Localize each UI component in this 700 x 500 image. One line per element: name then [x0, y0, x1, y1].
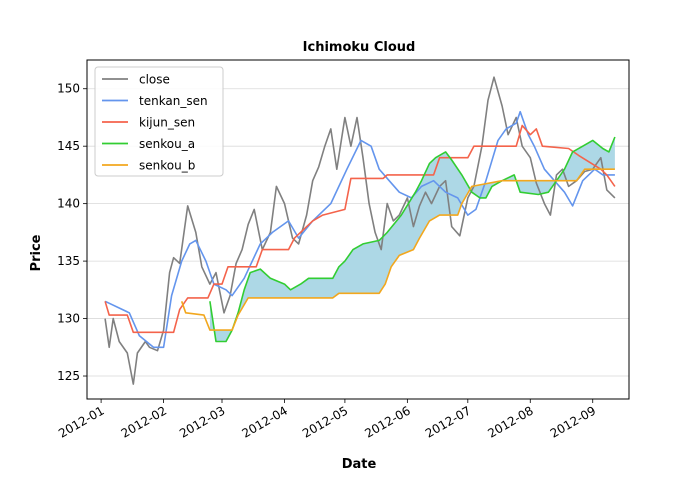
legend-label-senkou-a: senkou_a [139, 137, 195, 151]
y-tick-label: 135 [57, 254, 80, 268]
legend: close tenkan_sen kijun_sen senkou_a senkou_b [94, 66, 224, 177]
legend-label-kijun-sen: kijun_sen [139, 116, 195, 130]
y-tick-label: 145 [57, 139, 80, 153]
x-axis-ticks: 2012-01 2012-02 2012-03 2012-04 2012-05 2012-… [56, 399, 598, 441]
series-tenkan-sen-line [104, 110, 615, 349]
y-axis-label: Price [29, 234, 44, 271]
x-tick-label: 2012-04 [240, 403, 290, 440]
y-tick-label: 125 [57, 369, 80, 383]
x-tick-label: 2012-02 [119, 403, 169, 440]
series-senkou-a-line [209, 136, 616, 343]
series-senkou-b-line [180, 168, 615, 331]
plot-area-frame [86, 59, 630, 400]
x-tick-label: 2012-06 [362, 403, 412, 440]
legend-box [94, 66, 224, 177]
series-kijun-sen-line [104, 124, 616, 334]
x-tick-label: 2012-05 [300, 403, 350, 440]
cloud-fill [209, 136, 615, 342]
series-lines [104, 76, 616, 385]
y-axis-ticks: 125 130 135 140 145 150 [57, 82, 87, 383]
x-axis-label: Date [342, 457, 377, 472]
x-tick-label: 2012-07 [423, 403, 473, 440]
legend-label-close: close [139, 73, 170, 87]
cloud-area [209, 136, 615, 342]
legend-label-senkou-b: senkou_b [139, 159, 195, 173]
x-tick-label: 2012-09 [548, 403, 598, 440]
x-tick-label: 2012-03 [177, 403, 227, 440]
chart-title: Ichimoku Cloud [303, 40, 416, 55]
y-tick-label: 150 [57, 82, 80, 96]
x-tick-label: 2012-08 [485, 403, 535, 440]
x-tick-label: 2012-01 [56, 403, 106, 440]
legend-label-tenkan-sen: tenkan_sen [139, 94, 208, 108]
series-close-line [104, 76, 616, 385]
y-tick-label: 140 [57, 197, 80, 211]
y-tick-label: 130 [57, 312, 80, 326]
